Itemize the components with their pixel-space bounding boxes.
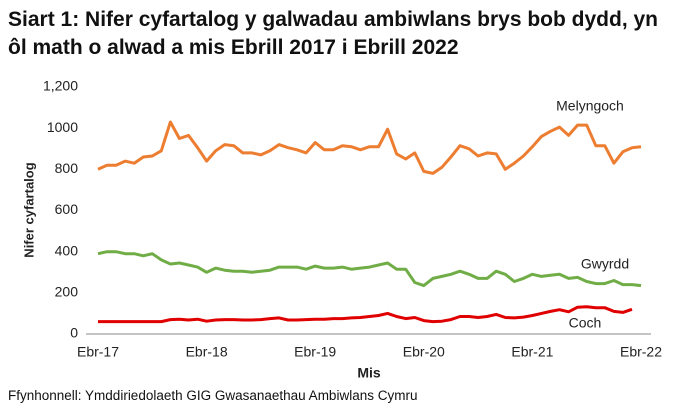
y-tick-label: 600	[55, 201, 79, 217]
y-tick-label: 1,200	[43, 78, 78, 94]
x-tick-label: Ebr-19	[294, 344, 336, 360]
series-line	[98, 305, 633, 324]
source: Ffynhonnell: Ymddiriedolaeth GIG Gwasana…	[8, 388, 418, 403]
x-tick-label: Ebr-17	[77, 344, 119, 360]
series-line	[97, 120, 642, 175]
y-tick-label: 800	[55, 160, 79, 176]
x-axis-label: Mis	[357, 365, 381, 381]
series-label: Gwyrdd	[581, 256, 629, 272]
y-axis-label: Nifer cyfartalog	[21, 162, 36, 257]
series-label: Coch	[569, 315, 602, 331]
y-tick-label: 200	[55, 284, 79, 300]
x-tick-label: Ebr-18	[186, 344, 228, 360]
chart-title: Siart 1: Nifer cyfartalog y galwadau amb…	[8, 8, 658, 59]
y-tick-label: 1000	[47, 119, 78, 135]
x-tick-label: Ebr-21	[511, 344, 553, 360]
series-label: Melyngoch	[556, 98, 624, 114]
y-tick-label: 400	[55, 242, 79, 258]
x-tick-label: Ebr-22	[620, 344, 662, 360]
x-tick-label: Ebr-20	[403, 344, 445, 360]
y-tick-label: 0	[70, 325, 78, 341]
series-line	[97, 250, 642, 288]
